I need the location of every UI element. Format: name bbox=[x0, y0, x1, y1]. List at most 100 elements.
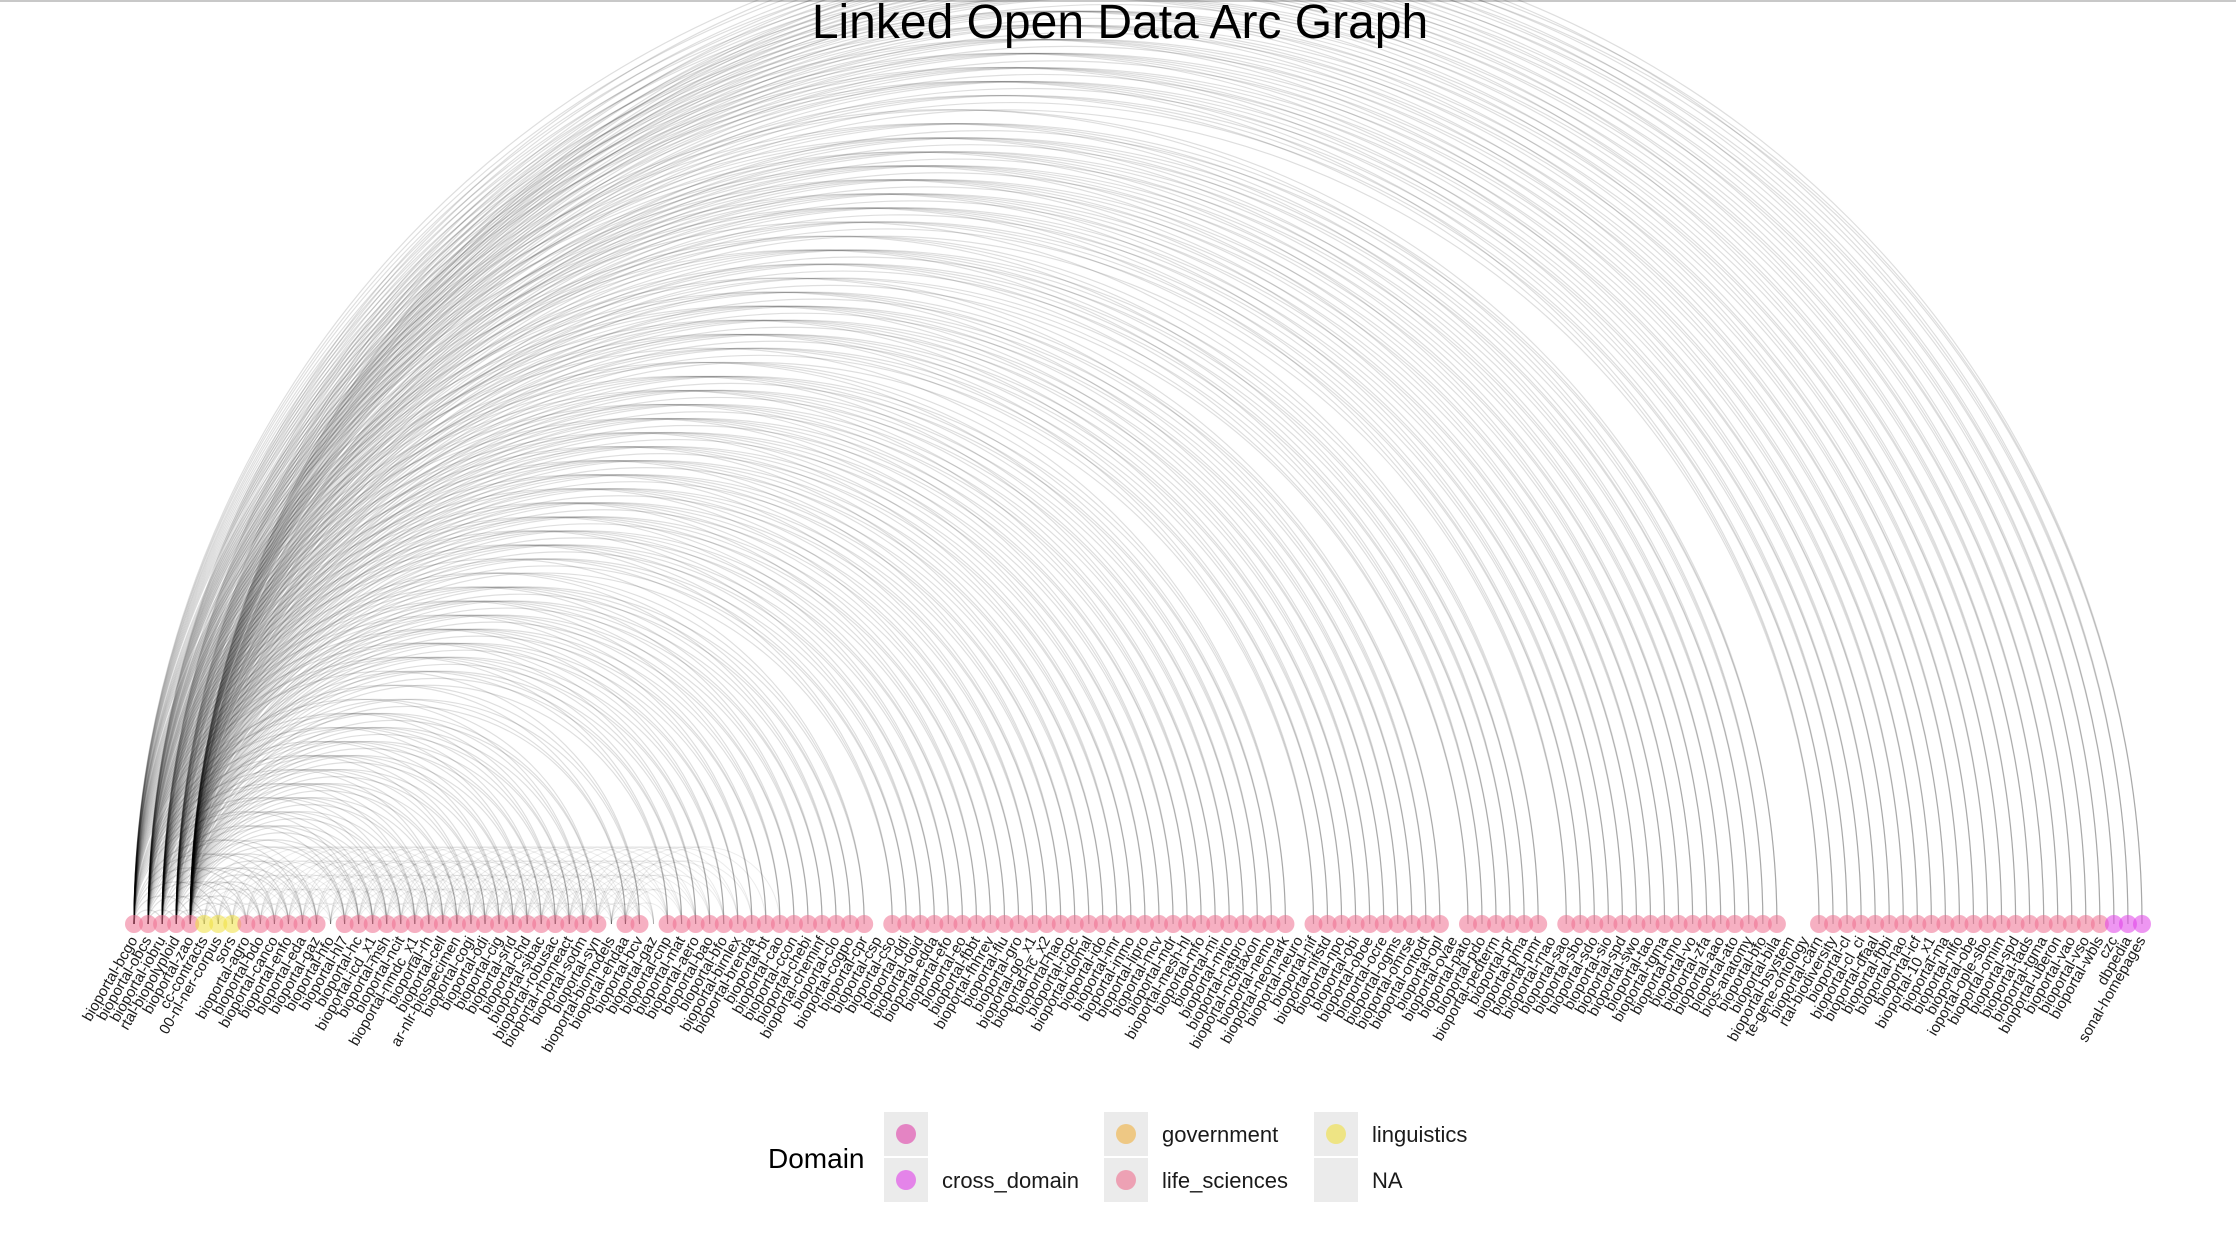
arc-edge bbox=[344, 874, 444, 925]
arc-edge bbox=[147, 66, 1862, 925]
arc-edge bbox=[189, 607, 823, 925]
arc-edge bbox=[147, 193, 1610, 925]
arc-edge bbox=[175, 333, 1357, 925]
node-point bbox=[1767, 915, 1786, 933]
arc-edge bbox=[147, 0, 2059, 925]
node-point bbox=[1978, 915, 1997, 933]
node-point bbox=[1051, 915, 1070, 933]
arc-edge bbox=[175, 80, 1862, 925]
node-point bbox=[125, 915, 143, 933]
node-labels: bioportal-bcgobioportal-obcsbioportal-io… bbox=[79, 933, 2149, 1056]
arc-edge bbox=[189, 825, 388, 925]
arc-edge bbox=[302, 860, 430, 925]
arc-edge bbox=[259, 846, 416, 925]
node-point bbox=[476, 915, 495, 933]
arc-edge bbox=[189, 214, 1610, 925]
arc-edge bbox=[147, 151, 1694, 925]
arc-edge bbox=[372, 874, 472, 925]
arc-edge bbox=[189, 354, 1329, 925]
arc-edge bbox=[189, 628, 781, 925]
arc-edge bbox=[133, 642, 697, 925]
node-point bbox=[1402, 915, 1421, 933]
arc-edge bbox=[147, 80, 1834, 925]
arc-edge bbox=[456, 874, 556, 925]
node-point bbox=[756, 915, 775, 933]
arc-edge bbox=[189, 839, 360, 925]
arc-edge bbox=[526, 846, 683, 925]
node-point bbox=[293, 915, 312, 933]
arc-edge bbox=[203, 874, 304, 925]
node-point bbox=[1192, 915, 1211, 933]
arc-edge bbox=[302, 874, 402, 925]
legend-label: life_sciences bbox=[1162, 1168, 1288, 1193]
arc-edge bbox=[175, 10, 2003, 925]
arc-edge bbox=[189, 649, 739, 925]
arc-edge bbox=[175, 403, 1216, 925]
arc-edge bbox=[287, 860, 416, 925]
arc-edge bbox=[161, 193, 1624, 925]
arc-edge bbox=[189, 17, 2003, 925]
arc-edge bbox=[133, 38, 1904, 925]
node-point bbox=[588, 915, 607, 933]
arc-edge bbox=[147, 333, 1329, 925]
arc-edge bbox=[161, 572, 865, 925]
arc-edge bbox=[189, 551, 935, 925]
node-point bbox=[1416, 915, 1435, 933]
arc-edge bbox=[554, 860, 683, 925]
node-point bbox=[1346, 915, 1365, 933]
arc-edge bbox=[161, 361, 1287, 925]
arc-edge bbox=[147, 319, 1357, 925]
arc-edge bbox=[568, 874, 669, 925]
arc-edge bbox=[189, 558, 921, 925]
arc-edge bbox=[189, 467, 1104, 925]
arc-edge bbox=[498, 888, 570, 925]
arc-edge bbox=[190, 89, 1861, 924]
arc-edge bbox=[133, 797, 388, 925]
arc-edge bbox=[414, 846, 570, 925]
node-point bbox=[447, 915, 466, 933]
node-point bbox=[995, 915, 1014, 933]
arc-edge bbox=[133, 137, 1708, 925]
node-point bbox=[1150, 915, 1169, 933]
arc-edge bbox=[175, 446, 1132, 925]
arc-edge bbox=[133, 417, 1146, 925]
node-point bbox=[2133, 915, 2151, 933]
arc-edge bbox=[161, 123, 1764, 925]
arc-edge bbox=[189, 59, 1918, 925]
arc-edge bbox=[189, 284, 1469, 925]
arc-edge bbox=[147, 769, 458, 925]
arc-edge bbox=[526, 874, 626, 925]
arc-edge bbox=[133, 628, 725, 925]
node-point bbox=[405, 915, 424, 933]
arc-edge bbox=[189, 31, 1975, 925]
node-point bbox=[1037, 915, 1056, 933]
arc-edge bbox=[161, 811, 388, 925]
arc-edge bbox=[161, 263, 1483, 925]
arc-edge bbox=[161, 740, 528, 925]
arc-edge bbox=[133, 614, 753, 925]
arc-edge bbox=[189, 389, 1258, 925]
arc-edge bbox=[189, 0, 2129, 925]
arc-edge bbox=[147, 740, 514, 925]
arc-edge bbox=[175, 628, 767, 925]
arc-edge bbox=[175, 698, 627, 925]
arc-edge bbox=[596, 860, 725, 925]
node-point bbox=[883, 915, 902, 933]
node-point bbox=[770, 915, 789, 933]
arc-edge bbox=[175, 544, 935, 925]
arc-edge bbox=[189, 881, 276, 925]
node-point bbox=[2104, 915, 2123, 933]
arc-edge bbox=[133, 347, 1287, 925]
arc-edge bbox=[273, 874, 374, 925]
arc-edge bbox=[175, 797, 430, 925]
arc-edge bbox=[161, 853, 304, 925]
arc-edge bbox=[133, 881, 219, 925]
node-point bbox=[1585, 915, 1604, 933]
node-point bbox=[1655, 915, 1674, 933]
arc-edge bbox=[133, 460, 1062, 925]
arc-edge bbox=[147, 474, 1048, 925]
arc-edge bbox=[175, 277, 1469, 925]
arc-edge bbox=[259, 874, 360, 925]
node-point bbox=[742, 915, 761, 933]
arc-edge bbox=[189, 95, 1848, 925]
